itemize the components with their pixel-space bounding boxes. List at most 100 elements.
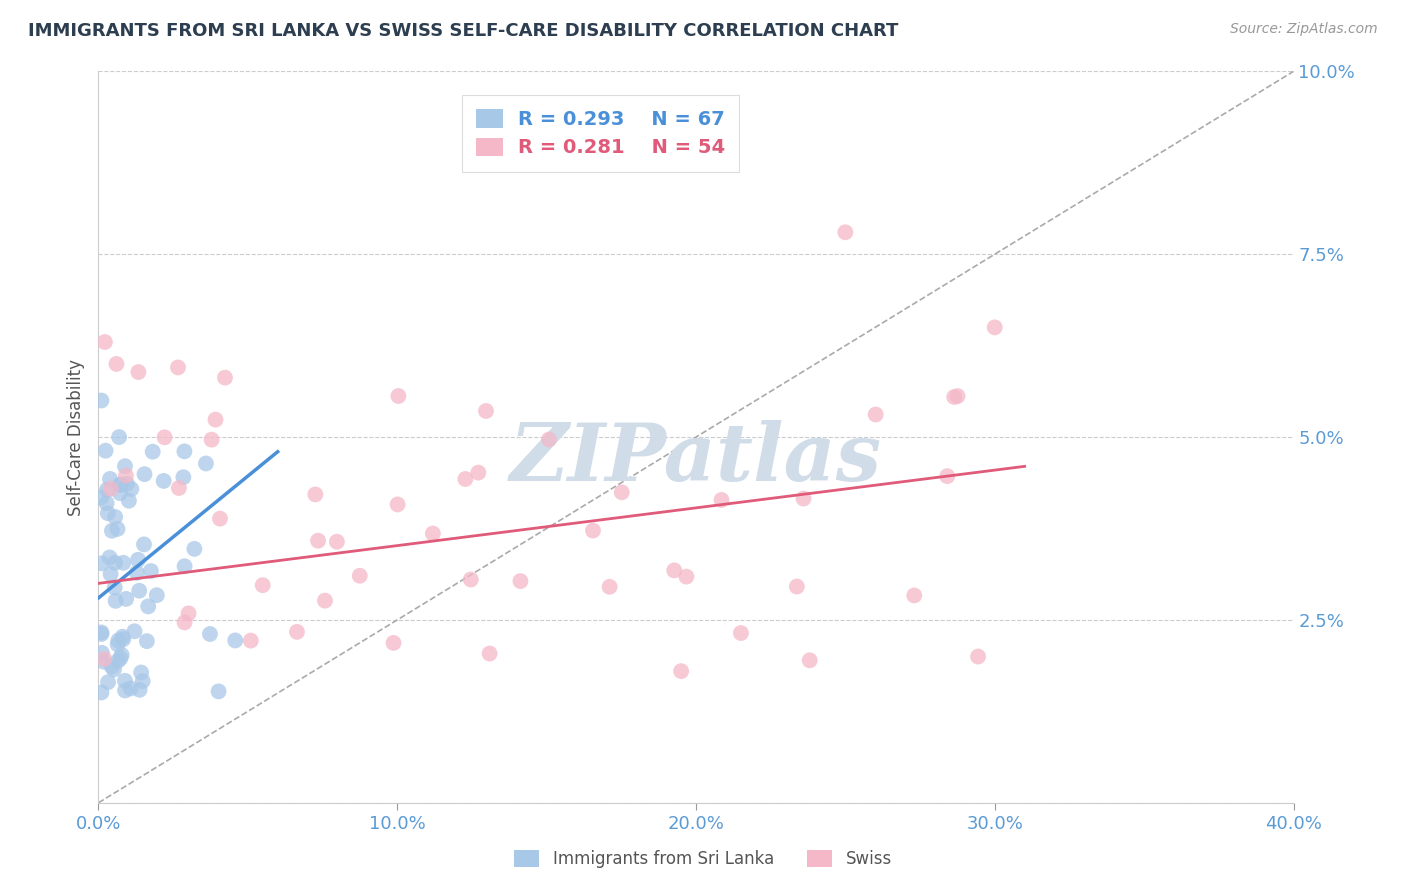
Immigrants from Sri Lanka xyxy=(120,482,142,496)
Swiss xyxy=(834,225,856,239)
Immigrants from Sri Lanka xyxy=(125,566,148,580)
Swiss xyxy=(382,636,405,650)
Immigrants from Sri Lanka xyxy=(103,663,125,677)
Swiss xyxy=(304,487,326,501)
Immigrants from Sri Lanka xyxy=(110,651,132,665)
Swiss xyxy=(105,357,128,371)
Immigrants from Sri Lanka xyxy=(142,444,165,458)
Immigrants from Sri Lanka xyxy=(108,430,131,444)
Immigrants from Sri Lanka xyxy=(107,637,129,651)
Swiss xyxy=(582,524,605,538)
Legend: R = 0.293    N = 67, R = 0.281    N = 54: R = 0.293 N = 67, R = 0.281 N = 54 xyxy=(461,95,740,171)
Immigrants from Sri Lanka xyxy=(90,557,112,571)
Immigrants from Sri Lanka xyxy=(94,443,117,458)
Immigrants from Sri Lanka xyxy=(198,627,221,641)
Swiss xyxy=(984,320,1007,334)
Immigrants from Sri Lanka xyxy=(98,550,121,565)
Immigrants from Sri Lanka xyxy=(194,457,217,471)
Immigrants from Sri Lanka xyxy=(101,524,124,538)
Immigrants from Sri Lanka xyxy=(139,564,162,578)
Swiss xyxy=(943,390,966,404)
Immigrants from Sri Lanka xyxy=(112,632,135,646)
Immigrants from Sri Lanka xyxy=(132,537,155,551)
Immigrants from Sri Lanka xyxy=(114,683,136,698)
Immigrants from Sri Lanka xyxy=(127,553,149,567)
Swiss xyxy=(467,466,489,480)
Text: Source: ZipAtlas.com: Source: ZipAtlas.com xyxy=(1230,22,1378,37)
Swiss xyxy=(214,370,236,384)
Swiss xyxy=(903,589,925,603)
Immigrants from Sri Lanka xyxy=(183,541,205,556)
Immigrants from Sri Lanka xyxy=(104,594,127,608)
Swiss xyxy=(314,593,336,607)
Swiss xyxy=(509,574,531,588)
Immigrants from Sri Lanka xyxy=(114,459,136,474)
Swiss xyxy=(167,360,190,375)
Immigrants from Sri Lanka xyxy=(124,624,146,639)
Swiss xyxy=(173,615,195,630)
Immigrants from Sri Lanka xyxy=(100,567,122,582)
Immigrants from Sri Lanka xyxy=(207,684,229,698)
Immigrants from Sri Lanka xyxy=(114,673,136,688)
Swiss xyxy=(610,485,633,500)
Swiss xyxy=(167,481,190,495)
Swiss xyxy=(239,633,262,648)
Immigrants from Sri Lanka xyxy=(128,682,150,697)
Immigrants from Sri Lanka xyxy=(90,685,112,699)
Immigrants from Sri Lanka xyxy=(107,522,129,536)
Immigrants from Sri Lanka xyxy=(173,444,195,458)
Immigrants from Sri Lanka xyxy=(90,393,112,408)
Immigrants from Sri Lanka xyxy=(115,591,138,606)
Swiss xyxy=(599,580,621,594)
Immigrants from Sri Lanka xyxy=(135,634,157,648)
Swiss xyxy=(865,408,887,422)
Swiss xyxy=(799,653,821,667)
Immigrants from Sri Lanka xyxy=(115,476,138,491)
Swiss xyxy=(675,569,697,583)
Swiss xyxy=(475,404,498,418)
Swiss xyxy=(326,534,349,549)
Immigrants from Sri Lanka xyxy=(107,654,129,668)
Immigrants from Sri Lanka xyxy=(97,506,120,520)
Swiss xyxy=(177,607,200,621)
Swiss xyxy=(786,580,808,594)
Immigrants from Sri Lanka xyxy=(104,581,127,595)
Immigrants from Sri Lanka xyxy=(224,633,246,648)
Immigrants from Sri Lanka xyxy=(111,630,134,644)
Swiss xyxy=(792,491,814,506)
Immigrants from Sri Lanka xyxy=(134,467,156,482)
Immigrants from Sri Lanka xyxy=(110,477,132,491)
Swiss xyxy=(115,468,138,483)
Immigrants from Sri Lanka xyxy=(90,627,112,641)
Immigrants from Sri Lanka xyxy=(129,665,152,680)
Swiss xyxy=(626,123,648,137)
Immigrants from Sri Lanka xyxy=(128,583,150,598)
Immigrants from Sri Lanka xyxy=(152,474,174,488)
Swiss xyxy=(669,664,692,678)
Swiss xyxy=(208,511,231,525)
Y-axis label: Self-Care Disability: Self-Care Disability xyxy=(66,359,84,516)
Immigrants from Sri Lanka xyxy=(104,556,127,570)
Swiss xyxy=(710,492,733,507)
Swiss xyxy=(387,389,409,403)
Immigrants from Sri Lanka xyxy=(93,655,115,669)
Immigrants from Sri Lanka xyxy=(97,675,120,690)
Immigrants from Sri Lanka xyxy=(132,673,155,688)
Swiss xyxy=(967,649,990,664)
Immigrants from Sri Lanka xyxy=(90,646,112,660)
Immigrants from Sri Lanka xyxy=(104,510,127,524)
Immigrants from Sri Lanka xyxy=(108,486,131,500)
Swiss xyxy=(664,563,686,577)
Immigrants from Sri Lanka xyxy=(96,483,118,497)
Swiss xyxy=(252,578,274,592)
Swiss xyxy=(204,412,226,426)
Immigrants from Sri Lanka xyxy=(90,491,112,505)
Legend: Immigrants from Sri Lanka, Swiss: Immigrants from Sri Lanka, Swiss xyxy=(508,843,898,875)
Swiss xyxy=(153,430,176,444)
Immigrants from Sri Lanka xyxy=(111,648,134,662)
Immigrants from Sri Lanka xyxy=(146,588,169,602)
Immigrants from Sri Lanka xyxy=(112,556,135,570)
Immigrants from Sri Lanka xyxy=(98,472,121,486)
Swiss xyxy=(478,647,501,661)
Swiss xyxy=(422,526,444,541)
